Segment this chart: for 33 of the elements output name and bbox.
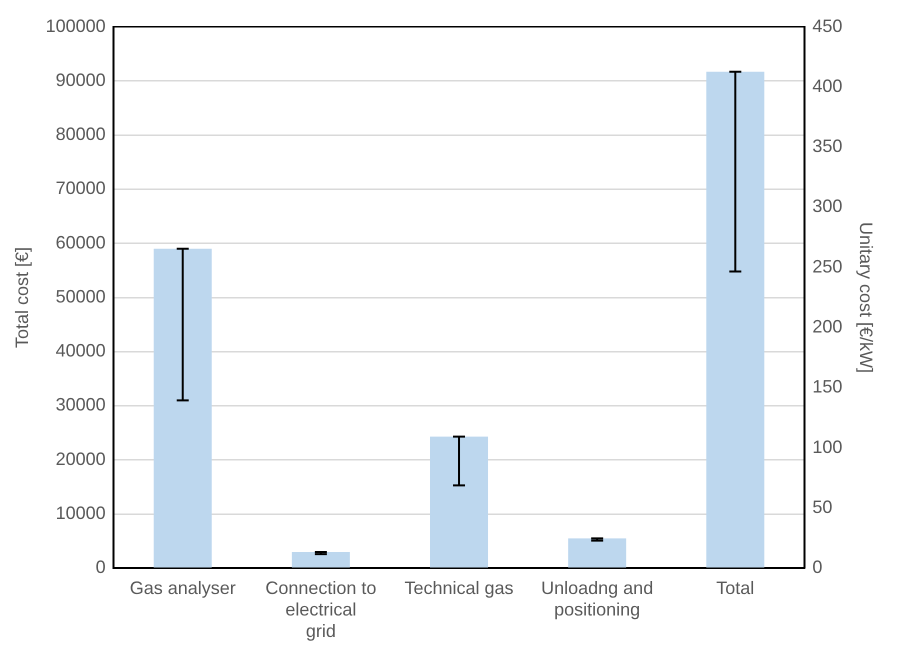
y2-axis-title: Unitary cost [€/kW]	[856, 222, 876, 374]
y2-tick-label: 150	[812, 376, 842, 397]
y-tick-label: 60000	[56, 232, 106, 252]
y-axis-title: Total cost [€]	[12, 246, 32, 348]
bar	[154, 248, 212, 568]
y-tick-label: 40000	[56, 340, 106, 361]
y-tick-label: 70000	[56, 178, 106, 198]
y-tick-label: 30000	[56, 394, 106, 415]
y2-tick-label: 300	[812, 196, 842, 216]
bar	[706, 72, 764, 568]
y2-tick-label: 0	[812, 557, 822, 578]
bar	[292, 552, 350, 568]
bar	[568, 538, 626, 568]
y2-tick-label: 400	[812, 76, 842, 96]
y2-tick-label: 200	[812, 316, 842, 337]
bar	[430, 436, 488, 568]
y-tick-label: 100000	[46, 16, 106, 36]
y-tick-label: 20000	[56, 448, 106, 469]
x-tick-label: Connection to electrical grid	[265, 578, 376, 642]
x-tick-label: Unloadng and positioning	[541, 578, 654, 620]
x-tick-label: Gas analyser	[130, 578, 236, 598]
y-tick-label: 0	[96, 557, 106, 578]
y2-tick-label: 100	[812, 436, 842, 457]
y-tick-label: 80000	[56, 124, 106, 144]
y-tick-label: 90000	[56, 70, 106, 90]
y-tick-label: 10000	[56, 503, 106, 524]
x-tick-label: Total	[716, 578, 754, 598]
y-tick-label: 50000	[56, 286, 106, 306]
y2-tick-label: 250	[812, 256, 842, 276]
y2-tick-label: 350	[812, 136, 842, 156]
y2-tick-label: 450	[812, 16, 842, 36]
x-tick-label: Technical gas	[404, 578, 514, 598]
y2-tick-label: 50	[812, 497, 832, 518]
